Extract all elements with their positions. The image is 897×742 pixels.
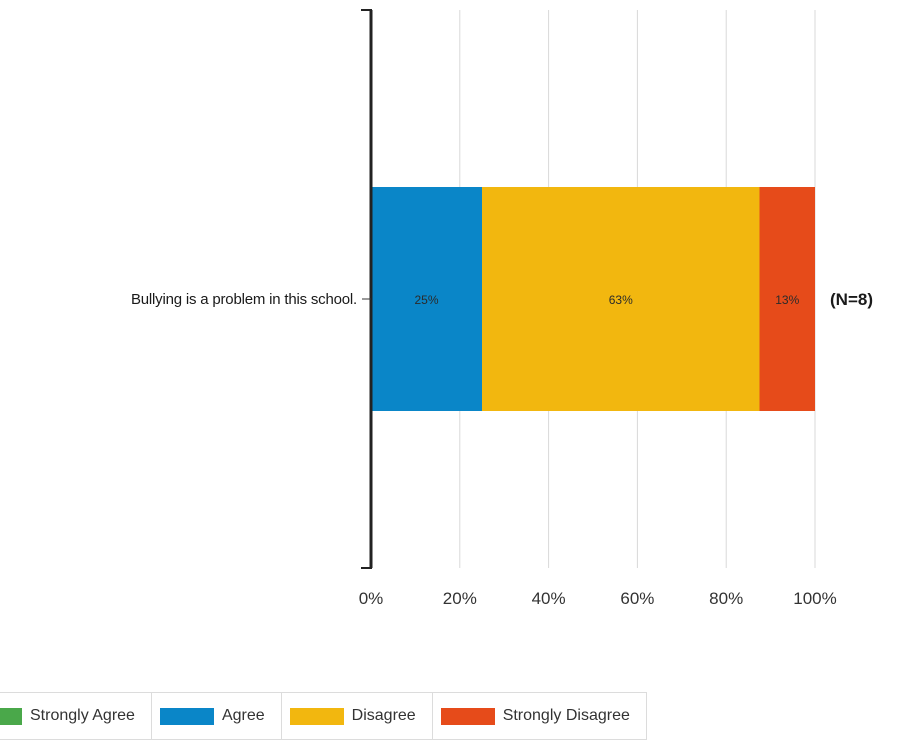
legend-swatch <box>159 707 214 725</box>
legend-swatch <box>0 707 22 725</box>
bar-segment-agree <box>371 187 482 411</box>
legend-label: Strongly Agree <box>30 707 135 724</box>
n-count-label: (N=8) <box>830 290 873 309</box>
category-labels: Bullying is a problem in this school. <box>131 291 371 308</box>
annotations: (N=8) <box>830 290 873 309</box>
data-label: 25% <box>414 293 438 307</box>
y-axis <box>361 9 373 569</box>
x-tick-labels: 0% 20% 40% 60% 80% 100% <box>359 589 837 608</box>
legend-swatch <box>289 707 344 725</box>
x-tick-label: 20% <box>443 589 477 608</box>
legend-item-agree[interactable]: Agree <box>151 692 282 740</box>
x-tick-label: 80% <box>709 589 743 608</box>
legend-label: Strongly Disagree <box>502 707 630 724</box>
bar-segment-disagree <box>482 187 760 411</box>
legend: Strongly Agree Agree Disagree Strongly Disa… <box>0 692 647 740</box>
bar-group: 25% 63% 13% <box>371 187 815 411</box>
legend-label: Agree <box>221 707 265 724</box>
legend-item-strongly-agree[interactable]: Strongly Agree <box>0 692 152 740</box>
chart: 25% 63% 13% 0% 20% 40% 60% 80% 100% Bullying is… <box>131 9 873 608</box>
legend-label: Disagree <box>351 707 416 724</box>
legend-item-disagree[interactable]: Disagree <box>281 692 433 740</box>
x-tick-label: 100% <box>793 589 836 608</box>
legend-item-strongly-disagree[interactable]: Strongly Disagree <box>432 692 647 740</box>
data-label: 13% <box>775 293 799 307</box>
data-label: 63% <box>609 293 633 307</box>
bar-segment-strongly-disagree <box>759 187 815 411</box>
category-label: Bullying is a problem in this school. <box>131 291 357 308</box>
x-tick-label: 0% <box>359 589 384 608</box>
legend-swatch <box>440 707 495 725</box>
x-tick-label: 60% <box>620 589 654 608</box>
x-tick-label: 40% <box>532 589 566 608</box>
